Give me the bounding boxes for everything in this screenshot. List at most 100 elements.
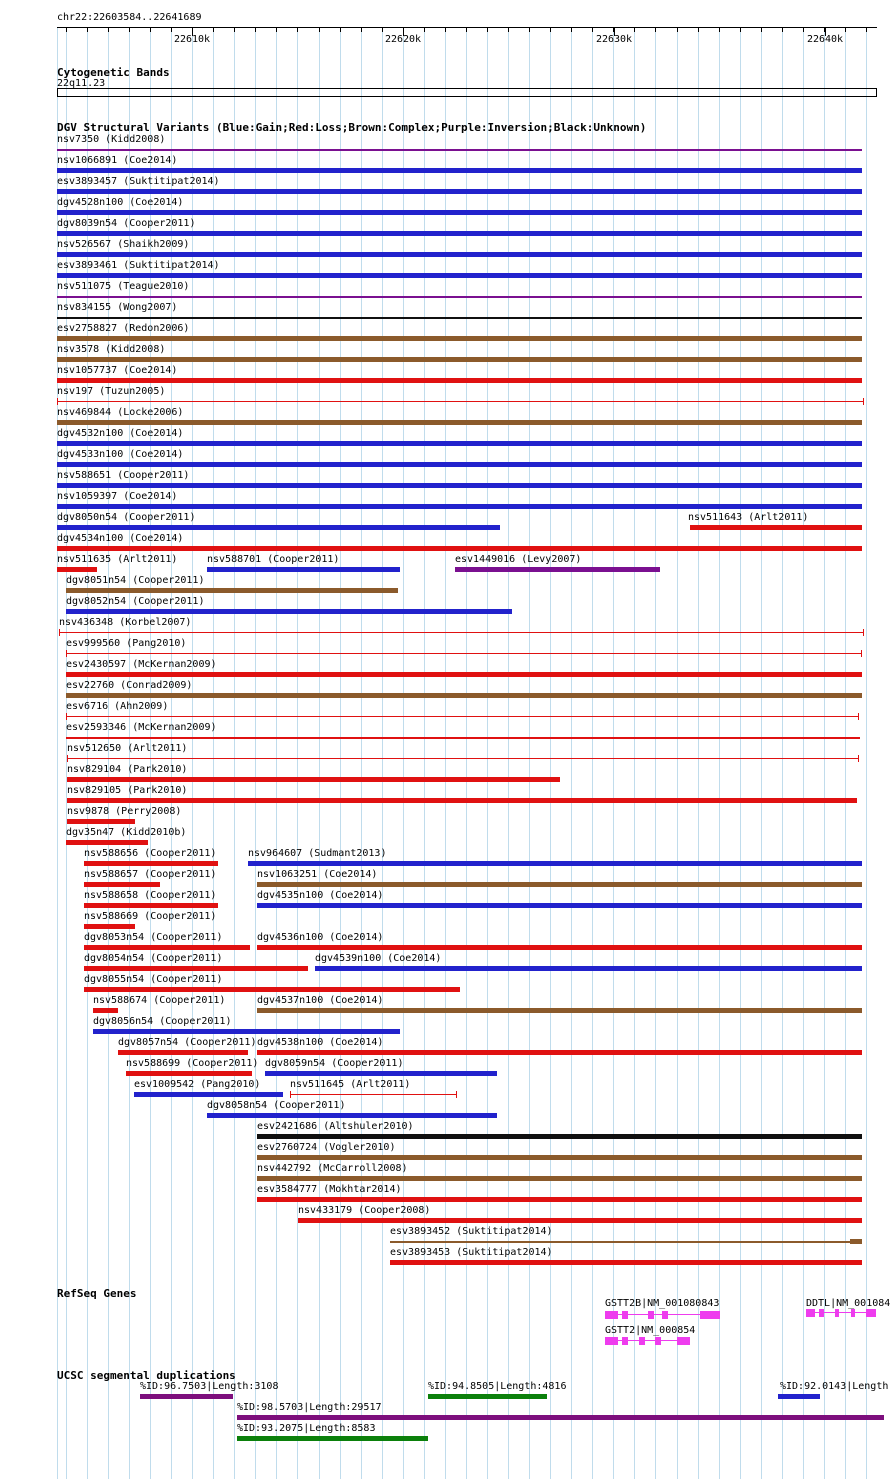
variant-label[interactable]: dgv4538n100 (Coe2014): [257, 1037, 384, 1048]
variant-bar[interactable]: [257, 1050, 862, 1055]
variant-bar[interactable]: [57, 504, 862, 509]
variant-label[interactable]: nsv511645 (Arlt2011): [290, 1079, 411, 1090]
variant-bar[interactable]: [126, 1071, 252, 1076]
segdup-bar[interactable]: [778, 1394, 820, 1399]
variant-bar[interactable]: [84, 861, 218, 866]
variant-bar[interactable]: [257, 882, 862, 887]
variant-bar[interactable]: [57, 398, 864, 405]
variant-label[interactable]: dgv8052n54 (Cooper2011): [66, 596, 205, 607]
variant-bar[interactable]: [257, 1008, 862, 1013]
variant-label[interactable]: esv2760724 (Vogler2010): [257, 1142, 396, 1153]
variant-label[interactable]: nsv511635 (Arlt2011): [57, 554, 178, 565]
variant-bar[interactable]: [390, 1241, 850, 1243]
variant-label[interactable]: dgv4537n100 (Coe2014): [257, 995, 384, 1006]
segdup-bar[interactable]: [140, 1394, 233, 1399]
variant-bar[interactable]: [57, 273, 862, 278]
variant-bar[interactable]: [207, 567, 400, 572]
variant-label[interactable]: nsv588657 (Cooper2011): [84, 869, 217, 880]
variant-label[interactable]: dgv35n47 (Kidd2010b): [66, 827, 187, 838]
variant-label[interactable]: dgv8050n54 (Cooper2011): [57, 512, 196, 523]
variant-label[interactable]: dgv4536n100 (Coe2014): [257, 932, 384, 943]
variant-bar[interactable]: [298, 1218, 862, 1223]
variant-label[interactable]: esv3893457 (Suktitipat2014): [57, 176, 220, 187]
variant-bar[interactable]: [248, 861, 862, 866]
variant-bar[interactable]: [265, 1071, 497, 1076]
variant-bar[interactable]: [57, 296, 862, 298]
variant-label[interactable]: dgv8056n54 (Cooper2011): [93, 1016, 232, 1027]
variant-bar[interactable]: [67, 819, 135, 824]
variant-label[interactable]: dgv4539n100 (Coe2014): [315, 953, 442, 964]
variant-bar[interactable]: [57, 149, 862, 151]
variant-bar[interactable]: [66, 840, 148, 845]
variant-bar[interactable]: [257, 1176, 862, 1181]
variant-label[interactable]: nsv3578 (Kidd2008): [57, 344, 166, 355]
variant-label[interactable]: nsv588669 (Cooper2011): [84, 911, 217, 922]
variant-label[interactable]: nsv1066891 (Coe2014): [57, 155, 178, 166]
variant-label[interactable]: nsv9878 (Perry2008): [67, 806, 182, 817]
variant-label[interactable]: nsv588701 (Cooper2011): [207, 554, 340, 565]
variant-bar[interactable]: [66, 609, 512, 614]
variant-bar-cap[interactable]: [850, 1239, 862, 1244]
segdup-bar[interactable]: [428, 1394, 547, 1399]
variant-label[interactable]: nsv433179 (Cooper2008): [298, 1205, 431, 1216]
variant-bar[interactable]: [66, 588, 398, 593]
variant-bar[interactable]: [93, 1029, 400, 1034]
variant-label[interactable]: nsv442792 (McCarroll2008): [257, 1163, 408, 1174]
variant-bar[interactable]: [66, 693, 862, 698]
variant-bar[interactable]: [57, 462, 862, 467]
variant-bar[interactable]: [66, 672, 862, 677]
variant-bar[interactable]: [118, 1050, 248, 1055]
variant-label[interactable]: esv3893452 (Suktitipat2014): [390, 1226, 553, 1237]
variant-bar[interactable]: [66, 713, 859, 720]
variant-bar[interactable]: [315, 966, 862, 971]
variant-label[interactable]: dgv8051n54 (Cooper2011): [66, 575, 205, 586]
variant-label[interactable]: dgv4533n100 (Coe2014): [57, 449, 184, 460]
segdup-label[interactable]: %ID:93.2075|Length:8583: [237, 1423, 376, 1434]
variant-bar[interactable]: [57, 210, 862, 215]
variant-bar[interactable]: [57, 441, 862, 446]
variant-bar[interactable]: [67, 798, 857, 803]
variant-label[interactable]: nsv1057737 (Coe2014): [57, 365, 178, 376]
variant-bar[interactable]: [84, 924, 135, 929]
variant-bar[interactable]: [257, 1134, 862, 1139]
variant-label[interactable]: dgv4532n100 (Coe2014): [57, 428, 184, 439]
variant-bar[interactable]: [57, 420, 862, 425]
variant-label[interactable]: esv6716 (Ahn2009): [66, 701, 169, 712]
gene-glyph[interactable]: [605, 1336, 690, 1346]
variant-bar[interactable]: [66, 737, 860, 739]
gene-glyph[interactable]: [806, 1308, 876, 1318]
variant-bar[interactable]: [84, 945, 250, 950]
variant-label[interactable]: nsv511075 (Teague2010): [57, 281, 190, 292]
variant-label[interactable]: esv3893453 (Suktitipat2014): [390, 1247, 553, 1258]
variant-label[interactable]: dgv8039n54 (Cooper2011): [57, 218, 196, 229]
variant-bar[interactable]: [84, 903, 218, 908]
variant-label[interactable]: nsv526567 (Shaikh2009): [57, 239, 190, 250]
variant-label[interactable]: nsv469844 (Locke2006): [57, 407, 184, 418]
variant-bar[interactable]: [84, 882, 160, 887]
variant-label[interactable]: esv2430597 (McKernan2009): [66, 659, 217, 670]
gene-glyph[interactable]: [605, 1310, 720, 1320]
variant-label[interactable]: esv22760 (Conrad2009): [66, 680, 193, 691]
variant-label[interactable]: nsv834155 (Wong2007): [57, 302, 178, 313]
variant-bar[interactable]: [57, 525, 500, 530]
variant-bar[interactable]: [84, 987, 460, 992]
variant-label[interactable]: esv2758827 (Redon2006): [57, 323, 190, 334]
variant-label[interactable]: nsv588674 (Cooper2011): [93, 995, 226, 1006]
variant-label[interactable]: nsv511643 (Arlt2011): [688, 512, 809, 523]
gene-label[interactable]: GSTT2|NM_000854: [605, 1325, 696, 1336]
variant-label[interactable]: esv3584777 (Mokhtar2014): [257, 1184, 402, 1195]
variant-bar[interactable]: [690, 525, 862, 530]
variant-bar[interactable]: [57, 567, 97, 572]
variant-bar[interactable]: [67, 777, 560, 782]
variant-bar[interactable]: [57, 357, 862, 362]
variant-bar[interactable]: [57, 317, 862, 319]
segdup-label[interactable]: %ID:96.7503|Length:3108: [140, 1381, 279, 1392]
variant-label[interactable]: nsv588651 (Cooper2011): [57, 470, 190, 481]
variant-label[interactable]: nsv829105 (Park2010): [67, 785, 188, 796]
variant-label[interactable]: dgv4528n100 (Coe2014): [57, 197, 184, 208]
variant-label[interactable]: nsv1063251 (Coe2014): [257, 869, 378, 880]
variant-label[interactable]: esv2593346 (McKernan2009): [66, 722, 217, 733]
variant-bar[interactable]: [57, 546, 862, 551]
variant-bar[interactable]: [455, 567, 660, 572]
variant-bar[interactable]: [59, 629, 864, 636]
